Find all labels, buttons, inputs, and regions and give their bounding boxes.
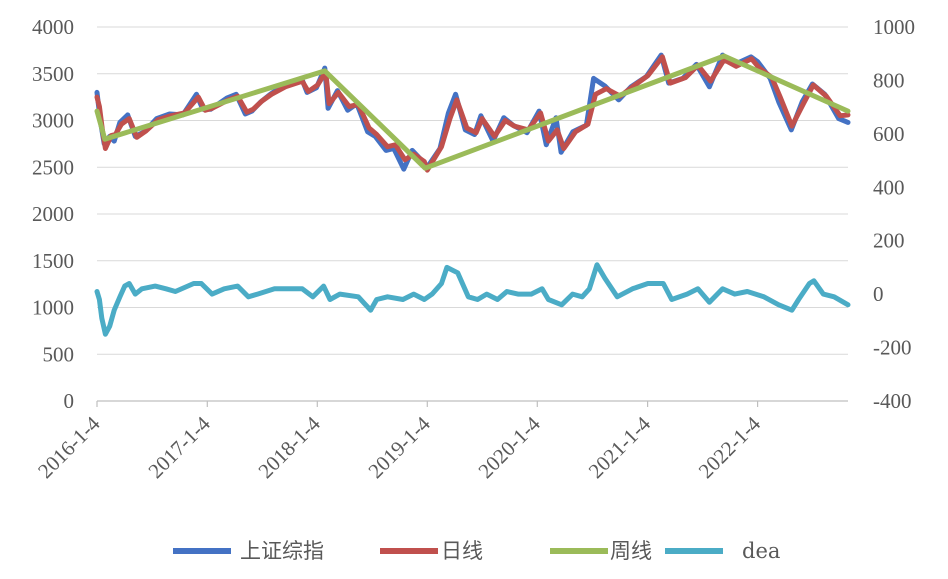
series-line xyxy=(94,53,851,171)
right-axis-ticks: -400 -200 0 200 400 600 800 1000 xyxy=(873,15,915,413)
left-tick-label: 3000 xyxy=(32,109,74,133)
axes xyxy=(96,400,848,407)
left-tick-label: 0 xyxy=(64,389,75,413)
series-4 xyxy=(94,262,851,337)
legend-label: 周线 xyxy=(610,539,652,563)
right-tick-label: 400 xyxy=(873,175,905,199)
x-tick-label: 2022-1-4 xyxy=(694,411,766,483)
left-axis-ticks: 0 500 1000 1500 2000 2500 3000 3500 4000 xyxy=(32,15,74,413)
left-tick-label: 1500 xyxy=(32,249,74,273)
x-axis-ticks: 2016-1-4 2017-1-4 2018-1-4 2019-1-4 2020-1-4… xyxy=(33,411,765,483)
x-tick-label: 2017-1-4 xyxy=(143,411,215,483)
right-tick-label: 600 xyxy=(873,122,905,146)
series-3 xyxy=(94,53,851,171)
series-line xyxy=(94,54,851,173)
legend-label: dea xyxy=(742,539,780,563)
left-tick-label: 2500 xyxy=(32,155,74,179)
legend-label: 日线 xyxy=(441,539,483,563)
left-tick-label: 2000 xyxy=(32,202,74,226)
x-tick-label: 2020-1-4 xyxy=(473,411,545,483)
series-line xyxy=(94,262,851,337)
series-2 xyxy=(94,54,851,173)
legend: 上证综指 日线 周线 dea xyxy=(173,539,780,563)
left-tick-label: 3500 xyxy=(32,62,74,86)
right-tick-label: 800 xyxy=(873,68,905,92)
x-tick-label: 2018-1-4 xyxy=(253,411,325,483)
right-tick-label: 1000 xyxy=(873,15,915,39)
right-tick-label: 200 xyxy=(873,229,905,253)
x-tick-label: 2019-1-4 xyxy=(363,411,435,483)
right-tick-label: -400 xyxy=(873,389,912,413)
series-layer xyxy=(94,52,851,337)
left-tick-label: 500 xyxy=(43,342,75,366)
x-tick-label: 2016-1-4 xyxy=(33,411,105,483)
gridlines xyxy=(97,26,848,355)
left-tick-label: 4000 xyxy=(32,15,74,39)
legend-label: 上证综指 xyxy=(240,539,324,563)
left-tick-label: 1000 xyxy=(32,296,74,320)
x-tick-label: 2021-1-4 xyxy=(584,411,656,483)
right-tick-label: -200 xyxy=(873,336,912,360)
right-tick-label: 0 xyxy=(873,282,884,306)
